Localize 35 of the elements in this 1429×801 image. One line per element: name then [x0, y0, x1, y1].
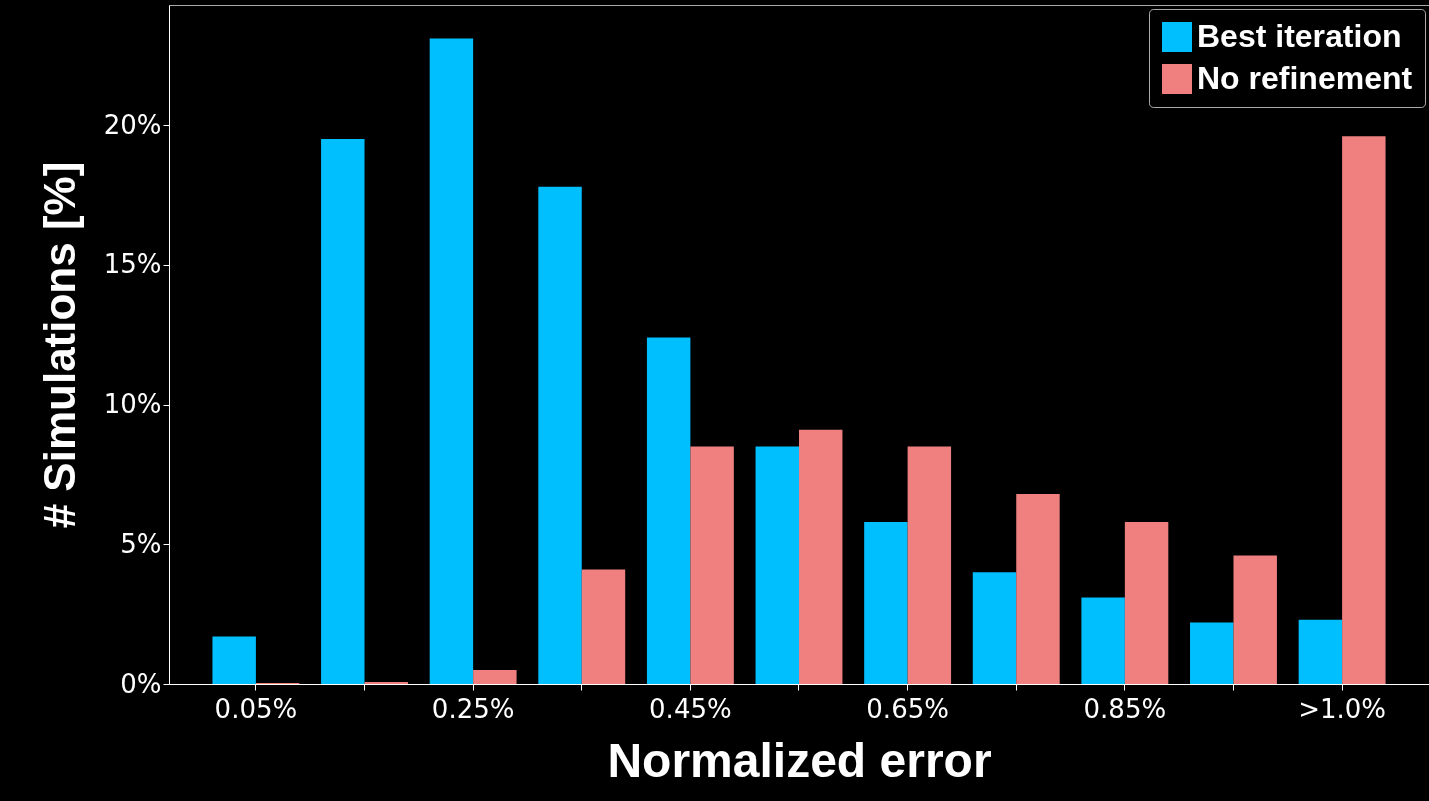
x-tick-label: 0.25%: [431, 693, 515, 724]
y-tick-label: 15%: [103, 249, 162, 280]
x-tick-label: 0.45%: [649, 693, 732, 724]
bar: [646, 337, 691, 684]
bar: [321, 139, 365, 684]
y-tick-label: 0%: [120, 668, 162, 699]
bar: [1190, 622, 1234, 684]
bar: [1124, 521, 1169, 684]
y-tick-label: 5%: [120, 528, 162, 559]
legend-label: Best iteration: [1197, 18, 1402, 54]
bar: [799, 429, 843, 684]
bar: [1342, 136, 1386, 684]
bar: [581, 569, 626, 684]
bar: [690, 446, 734, 684]
bar: [538, 186, 582, 684]
x-tick-label: 0.85%: [1083, 693, 1167, 724]
x-tick-label: 0.65%: [866, 693, 949, 724]
y-tick-label: 20%: [103, 109, 162, 140]
bar: [212, 636, 256, 684]
bar: [1233, 555, 1277, 684]
bar: [429, 38, 474, 684]
bar: [1081, 597, 1125, 684]
bar: [1298, 619, 1343, 684]
bar: [972, 572, 1017, 684]
bar: [755, 446, 799, 684]
bar: [1016, 493, 1060, 684]
x-axis-title: Normalized error: [607, 733, 992, 787]
bar: [907, 446, 952, 684]
y-axis-title: # Simulations [%]: [34, 161, 84, 529]
bar: [473, 670, 517, 684]
x-tick-label: 0.05%: [214, 693, 298, 724]
x-tick-label: >1.0%: [1298, 693, 1387, 724]
legend-label: No refinement: [1197, 60, 1413, 96]
bar: [864, 521, 908, 684]
y-tick-label: 10%: [103, 389, 162, 420]
